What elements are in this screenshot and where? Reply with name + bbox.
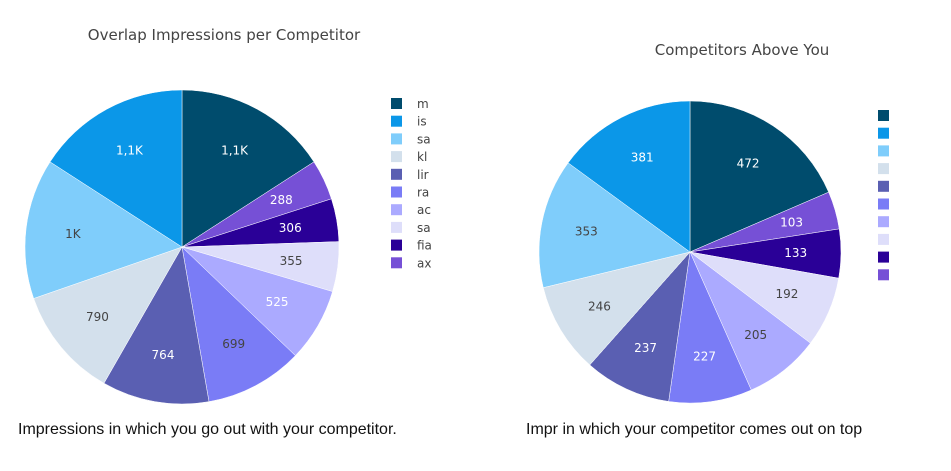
pie-slice[interactable] — [33, 246, 183, 384]
slice-label: 133 — [784, 246, 807, 260]
legend-swatch[interactable] — [878, 163, 889, 175]
legend-swatch[interactable] — [391, 115, 402, 127]
legend-label: ac — [417, 203, 431, 217]
legend-swatch[interactable] — [391, 133, 402, 145]
caption-above: Impr in which your competitor comes out … — [526, 421, 863, 438]
pie-overlap-impressions: 1,1K 288 306 355 525 699 764 790 1K 1,1K — [24, 89, 340, 405]
pie-slice[interactable] — [181, 246, 296, 402]
legend-swatch[interactable] — [391, 257, 402, 269]
legend-swatch[interactable] — [878, 216, 889, 228]
slice-label: 353 — [575, 224, 598, 238]
chart-title-overlap: Overlap Impressions per Competitor — [88, 26, 361, 44]
legend-label: m — [417, 97, 429, 111]
legend-competitors-above — [878, 110, 889, 281]
chart-title-above: Competitors Above You — [655, 41, 830, 59]
slice-label: 699 — [222, 337, 245, 351]
legend-swatch[interactable] — [878, 233, 889, 245]
pie-slice[interactable] — [567, 100, 691, 253]
legend-label: lir — [417, 168, 429, 182]
slice-label: 764 — [152, 348, 175, 362]
legend-label: ra — [417, 186, 429, 200]
slice-label: 306 — [279, 221, 302, 235]
pie-slice[interactable] — [689, 100, 829, 253]
slice-label: 1K — [65, 227, 82, 241]
legend-swatch[interactable] — [391, 186, 402, 198]
legend-label: kl — [417, 150, 427, 164]
slice-label: 1,1K — [116, 143, 144, 157]
slice-label: 288 — [270, 193, 293, 207]
pie-slice[interactable] — [24, 161, 183, 299]
legend-swatch[interactable] — [878, 251, 889, 263]
pie-slice[interactable] — [538, 162, 691, 288]
pie-slice[interactable] — [103, 246, 210, 405]
pie-slice[interactable] — [668, 251, 752, 404]
legend-swatch[interactable] — [391, 151, 402, 163]
legend-swatch[interactable] — [878, 269, 889, 281]
slice-label: 205 — [744, 328, 767, 342]
slice-label: 790 — [86, 310, 109, 324]
slice-label: 472 — [737, 157, 760, 171]
slice-label: 103 — [780, 216, 803, 230]
pie-slice[interactable] — [589, 251, 691, 402]
legend-swatch[interactable] — [878, 180, 889, 192]
legend-label: fia — [417, 239, 432, 253]
slice-label: 237 — [634, 341, 657, 355]
pie-slice[interactable] — [49, 89, 183, 248]
legend-label: sa — [417, 221, 431, 235]
pie-competitors-above: 472 103 133 192 205 227 237 246 353 381 — [538, 100, 842, 404]
legend-label: ax — [417, 256, 431, 270]
legend-swatch[interactable] — [878, 127, 889, 139]
legend-swatch[interactable] — [391, 168, 402, 180]
legend-swatch[interactable] — [878, 198, 889, 210]
slice-label: 192 — [775, 287, 798, 301]
slice-label: 227 — [693, 350, 716, 364]
slice-label: 525 — [266, 295, 289, 309]
legend-swatch[interactable] — [878, 110, 889, 121]
legend-swatch[interactable] — [391, 204, 402, 216]
slice-label: 1,1K — [221, 143, 249, 157]
slice-label: 246 — [588, 299, 611, 313]
slice-label: 381 — [631, 151, 654, 165]
legend-swatch[interactable] — [391, 98, 402, 109]
caption-overlap: Impressions in which you go out with you… — [18, 421, 397, 438]
legend-overlap-impressions: m is sa kl lir ra ac sa fia ax — [391, 97, 432, 270]
legend-label: is — [417, 115, 427, 129]
pie-slice[interactable] — [181, 89, 315, 248]
legend-swatch[interactable] — [878, 145, 889, 157]
slice-label: 355 — [280, 254, 303, 268]
legend-swatch[interactable] — [391, 239, 402, 251]
legend-label: sa — [417, 132, 431, 146]
legend-swatch[interactable] — [391, 221, 402, 233]
pie-slice[interactable] — [542, 251, 691, 366]
